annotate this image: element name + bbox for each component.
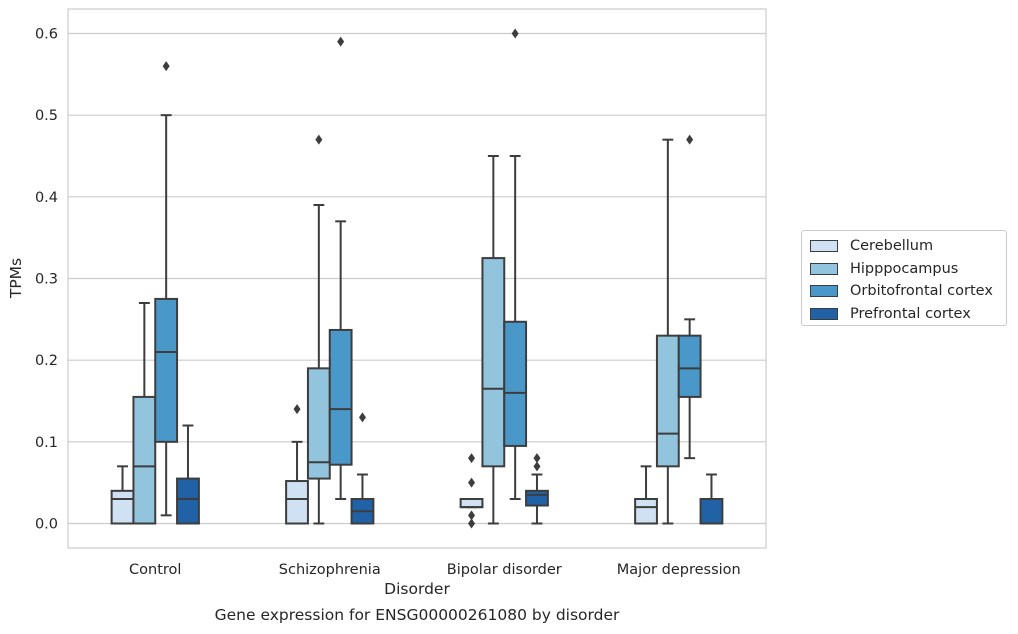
x-tick-label: Major depression [617, 562, 741, 578]
box-1-0 [285, 404, 309, 525]
legend-swatch-hippocampus [810, 262, 838, 275]
box-3-0 [634, 465, 658, 525]
box-body [328, 328, 353, 466]
outlier-point [468, 477, 476, 488]
box-3-3 [699, 473, 724, 525]
x-tick-label: Schizophrenia [279, 562, 381, 578]
outlier-point [533, 461, 541, 472]
legend-swatch-prefrontal-cortex [810, 307, 838, 320]
outlier-point [511, 28, 519, 39]
x-tick-label: Bipolar disorder [447, 562, 562, 578]
box-3-1 [655, 138, 680, 525]
box-0-2 [154, 61, 179, 517]
box-body [285, 480, 309, 525]
box-body [634, 498, 658, 525]
legend-item-cerebellum: Cerebellum [810, 235, 998, 258]
box-0-1 [132, 302, 157, 525]
box-0-3 [176, 424, 200, 525]
outlier-point [468, 518, 476, 529]
box-body [110, 489, 135, 525]
y-tick-label: 0.0 [35, 517, 58, 533]
outlier-point [293, 404, 301, 415]
legend-swatch-orbitofrontal-cortex [810, 285, 838, 298]
outlier-point [358, 412, 366, 423]
y-tick-label: 0.5 [35, 108, 58, 124]
box-body [154, 297, 179, 443]
legend-label: Prefrontal cortex [850, 305, 971, 322]
box-2-0 [459, 453, 484, 529]
y-tick-label: 0.1 [35, 435, 58, 451]
box-body [525, 489, 549, 507]
outlier-point [337, 36, 345, 47]
box-body [677, 334, 702, 398]
x-tick-label: Control [129, 562, 181, 578]
x-tick-labels: Control Schizophrenia Bipolar disorder Majo… [129, 562, 741, 578]
legend-item-hippocampus: Hipppocampus [810, 258, 998, 281]
outlier-point [686, 134, 694, 145]
box-body [132, 395, 157, 525]
boxes-layer [110, 28, 724, 529]
outlier-point [315, 134, 323, 145]
box-body [655, 334, 680, 468]
outlier-point [162, 61, 170, 72]
legend: Cerebellum Hipppocampus Orbitofrontal co… [801, 230, 1007, 326]
outlier-point [533, 453, 541, 464]
box-body [503, 320, 528, 447]
legend-label: Cerebellum [850, 238, 934, 255]
box-body [699, 498, 724, 525]
box-3-2 [677, 134, 702, 460]
box-body [459, 498, 484, 509]
y-tick-label: 0.6 [35, 27, 58, 43]
legend-label: Orbitofrontal cortex [850, 283, 993, 300]
x-axis-label: Disorder [384, 580, 450, 598]
legend-item-orbitofrontal-cortex: Orbitofrontal cortex [810, 280, 998, 303]
box-1-1 [306, 134, 331, 525]
y-tick-label: 0.4 [35, 190, 58, 206]
legend-swatch-cerebellum [810, 240, 838, 253]
box-2-2 [503, 28, 528, 500]
y-tick-labels: 0.0 0.1 0.2 0.3 0.4 0.5 0.6 [35, 27, 58, 533]
box-1-2 [328, 36, 353, 500]
box-2-3 [525, 453, 549, 525]
y-tick-label: 0.3 [35, 272, 58, 288]
y-tick-label: 0.2 [35, 353, 58, 369]
outlier-point [468, 510, 476, 521]
box-body [481, 257, 506, 468]
chart-caption: Gene expression for ENSG00000261080 by d… [214, 606, 620, 624]
legend-item-prefrontal-cortex: Prefrontal cortex [810, 303, 998, 326]
outlier-point [468, 453, 476, 464]
box-1-3 [350, 412, 375, 525]
box-body [176, 477, 200, 525]
y-axis-label: TPMs [7, 257, 25, 299]
legend-label: Hipppocampus [850, 260, 959, 277]
